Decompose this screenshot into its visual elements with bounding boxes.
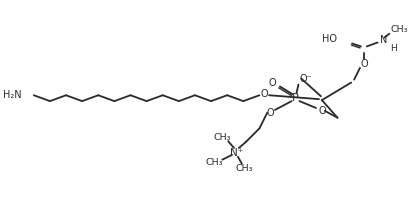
Text: O⁻: O⁻ [299,74,312,84]
Text: N⁺: N⁺ [230,148,243,158]
Text: O: O [267,78,275,88]
Text: O: O [266,108,273,118]
Text: O: O [260,89,267,99]
Text: HO: HO [321,34,336,44]
Text: H₂N: H₂N [3,90,22,100]
Text: CH₃: CH₃ [205,158,222,167]
Text: N: N [379,35,386,45]
Text: CH₃: CH₃ [234,164,252,173]
Text: H: H [389,44,396,53]
Text: O: O [359,59,367,69]
Text: CH₃: CH₃ [389,25,407,34]
Text: P: P [292,93,298,103]
Text: CH₃: CH₃ [213,133,230,142]
Text: O: O [317,106,325,116]
